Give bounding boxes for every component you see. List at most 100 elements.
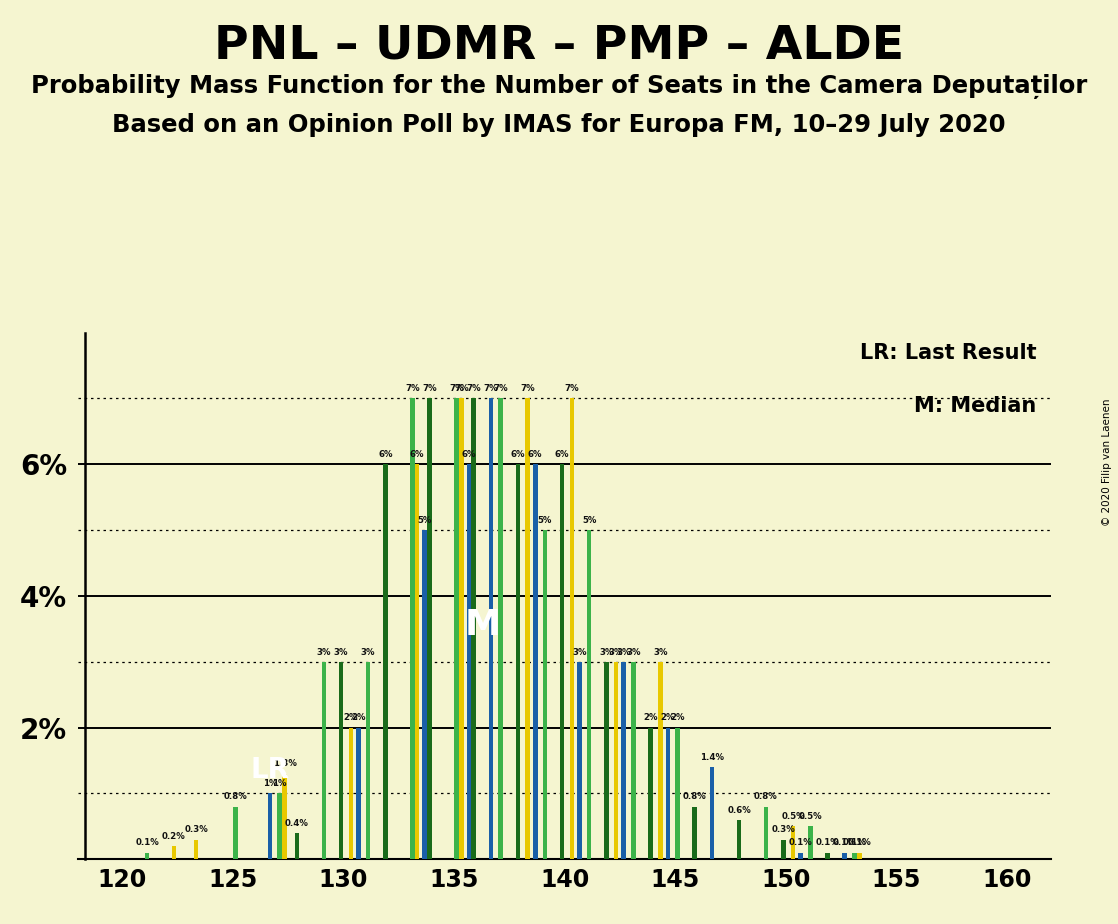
Text: 6%: 6% (555, 450, 569, 459)
Bar (614, 662, 618, 859)
Text: LR: Last Result: LR: Last Result (860, 343, 1036, 363)
Bar (383, 465, 388, 859)
Text: 3%: 3% (599, 648, 614, 657)
Text: © 2020 Filip van Laenen: © 2020 Filip van Laenen (1102, 398, 1112, 526)
Text: 2%: 2% (661, 713, 675, 723)
Text: 7%: 7% (405, 384, 419, 394)
Bar (144, 853, 150, 859)
Text: 6%: 6% (378, 450, 392, 459)
Bar (587, 530, 591, 859)
Text: 1.3%: 1.3% (273, 760, 296, 769)
Bar (294, 833, 300, 859)
Text: 0.1%: 0.1% (815, 838, 840, 847)
Text: 0.1%: 0.1% (843, 838, 866, 847)
Bar (659, 662, 663, 859)
Text: 3%: 3% (572, 648, 587, 657)
Bar (499, 398, 503, 859)
Bar (172, 846, 177, 859)
Bar (542, 530, 547, 859)
Text: 0.8%: 0.8% (683, 793, 707, 801)
Text: 0.1%: 0.1% (135, 838, 159, 847)
Bar (798, 853, 803, 859)
Bar (710, 767, 714, 859)
Bar (764, 807, 768, 859)
Text: 3%: 3% (653, 648, 667, 657)
Bar (577, 662, 581, 859)
Bar (631, 662, 636, 859)
Bar (322, 662, 326, 859)
Bar (856, 853, 862, 859)
Text: 7%: 7% (565, 384, 579, 394)
Bar (427, 398, 432, 859)
Bar (472, 398, 476, 859)
Text: 7%: 7% (449, 384, 464, 394)
Text: 7%: 7% (454, 384, 468, 394)
Text: 0.1%: 0.1% (788, 838, 813, 847)
Bar (569, 398, 575, 859)
Text: 0.8%: 0.8% (755, 793, 778, 801)
Text: 7%: 7% (484, 384, 499, 394)
Bar (790, 826, 795, 859)
Bar (356, 728, 361, 859)
Text: 0.2%: 0.2% (162, 832, 186, 841)
Text: 1.4%: 1.4% (700, 753, 724, 762)
Bar (852, 853, 856, 859)
Text: 3%: 3% (316, 648, 331, 657)
Text: 7%: 7% (493, 384, 508, 394)
Bar (665, 728, 670, 859)
Text: Probability Mass Function for the Number of Seats in the Camera Deputaților: Probability Mass Function for the Number… (31, 74, 1087, 99)
Bar (489, 398, 493, 859)
Text: 2%: 2% (343, 713, 358, 723)
Text: 7%: 7% (466, 384, 481, 394)
Bar (533, 465, 538, 859)
Text: 6%: 6% (511, 450, 525, 459)
Text: 3%: 3% (609, 648, 624, 657)
Text: 3%: 3% (626, 648, 641, 657)
Text: 5%: 5% (417, 516, 432, 525)
Bar (675, 728, 680, 859)
Bar (366, 662, 370, 859)
Text: 6%: 6% (528, 450, 542, 459)
Bar (560, 465, 565, 859)
Text: 1%: 1% (263, 779, 277, 788)
Bar (515, 465, 520, 859)
Text: 0.5%: 0.5% (798, 812, 822, 821)
Bar (282, 773, 287, 859)
Text: 5%: 5% (582, 516, 596, 525)
Bar (737, 820, 741, 859)
Bar (415, 465, 419, 859)
Bar (349, 728, 353, 859)
Text: Based on an Opinion Poll by IMAS for Europa FM, 10–29 July 2020: Based on an Opinion Poll by IMAS for Eur… (112, 113, 1006, 137)
Bar (193, 840, 198, 859)
Text: M: M (465, 608, 501, 642)
Text: 0.6%: 0.6% (727, 806, 751, 815)
Bar (648, 728, 653, 859)
Text: LR: LR (250, 756, 290, 784)
Text: 2%: 2% (671, 713, 685, 723)
Text: 6%: 6% (410, 450, 425, 459)
Text: 0.1%: 0.1% (847, 838, 871, 847)
Bar (780, 840, 786, 859)
Text: 7%: 7% (520, 384, 536, 394)
Bar (277, 794, 282, 859)
Text: 7%: 7% (423, 384, 437, 394)
Bar (825, 853, 830, 859)
Bar (842, 853, 847, 859)
Text: 0.3%: 0.3% (771, 825, 795, 834)
Bar (459, 398, 464, 859)
Bar (466, 465, 471, 859)
Text: PNL – UDMR – PMP – ALDE: PNL – UDMR – PMP – ALDE (214, 23, 904, 68)
Text: 0.8%: 0.8% (224, 793, 247, 801)
Text: 5%: 5% (538, 516, 552, 525)
Bar (604, 662, 608, 859)
Text: 2%: 2% (643, 713, 657, 723)
Bar (525, 398, 530, 859)
Bar (267, 794, 273, 859)
Text: 0.5%: 0.5% (781, 812, 805, 821)
Text: 2%: 2% (351, 713, 366, 723)
Bar (234, 807, 238, 859)
Text: 0.1%: 0.1% (833, 838, 856, 847)
Bar (454, 398, 458, 859)
Bar (339, 662, 343, 859)
Text: M: Median: M: Median (915, 395, 1036, 416)
